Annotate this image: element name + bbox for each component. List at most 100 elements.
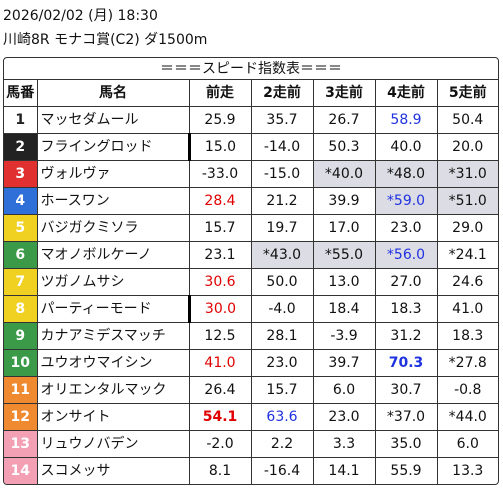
horse-name: パーティーモード (36, 295, 190, 324)
horse-name: リュウノバデン (36, 430, 190, 459)
speed-value: *59.0 (374, 187, 438, 216)
speed-value: 27.0 (374, 268, 438, 297)
table-row: 2 フライングロッド 15.0 -14.0 50.3 40.0 20.0 (4, 133, 498, 162)
table-row: 11 オリエンタルマック 26.4 15.7 6.0 30.7 -0.8 (4, 376, 498, 405)
speed-value: -4.0 (250, 295, 314, 324)
horse-number: 7 (4, 268, 38, 297)
horse-number: 1 (4, 106, 38, 135)
table-row: 6 マオノボルケーノ 23.1 *43.0 *55.0 *56.0 *24.1 (4, 241, 498, 270)
speed-value: 40.0 (374, 133, 438, 162)
speed-value: -14.0 (250, 133, 314, 162)
speed-table: 馬番 馬名 前走 2走前 3走前 4走前 5走前 1 マッセダムール 25.9 35.… (4, 80, 498, 484)
speed-value: 41.0 (436, 295, 498, 324)
horse-name: カナアミデスマッチ (36, 322, 190, 351)
col-header-2ago: 2走前 (250, 80, 314, 108)
speed-value: -3.9 (312, 322, 376, 351)
horse-name: マッセダムール (36, 106, 190, 135)
speed-value: *27.8 (436, 349, 498, 378)
speed-value: 28.4 (188, 187, 252, 216)
speed-value: 63.6 (250, 403, 314, 432)
speed-value: 24.6 (436, 268, 498, 297)
horse-number: 4 (4, 187, 38, 216)
horse-number: 14 (4, 457, 38, 484)
speed-value: 58.9 (374, 106, 438, 135)
speed-value: 18.3 (374, 295, 438, 324)
horse-number: 12 (4, 403, 38, 432)
horse-number: 9 (4, 322, 38, 351)
speed-value: 39.7 (312, 349, 376, 378)
horse-number: 2 (4, 133, 38, 162)
speed-value: *31.0 (436, 160, 498, 189)
speed-value: 35.0 (374, 430, 438, 459)
horse-number: 10 (4, 349, 38, 378)
speed-value: 6.0 (312, 376, 376, 405)
horse-number: 11 (4, 376, 38, 405)
table-row: 3 ヴォルヴァ -33.0 -15.0 *40.0 *48.0 *31.0 (4, 160, 498, 189)
speed-value: 39.9 (312, 187, 376, 216)
speed-value: 26.4 (188, 376, 252, 405)
speed-value: 23.0 (250, 349, 314, 378)
horse-name: オンサイト (36, 403, 190, 432)
table-row: 10 ユウオウマイシン 41.0 23.0 39.7 70.3 *27.8 (4, 349, 498, 378)
speed-value: 14.1 (312, 457, 376, 484)
speed-value: 18.3 (436, 322, 498, 351)
speed-value: -15.0 (250, 160, 314, 189)
horse-name: オリエンタルマック (36, 376, 190, 405)
horse-name: ヴォルヴァ (36, 160, 190, 189)
horse-name: スコメッサ (36, 457, 190, 484)
speed-value: 29.0 (436, 214, 498, 243)
speed-value: 30.7 (374, 376, 438, 405)
speed-value: 50.0 (250, 268, 314, 297)
speed-value: 31.2 (374, 322, 438, 351)
speed-value: 21.2 (250, 187, 314, 216)
speed-value: 2.2 (250, 430, 314, 459)
horse-name: ユウオウマイシン (36, 349, 190, 378)
speed-value: -0.8 (436, 376, 498, 405)
horse-name: ホースワン (36, 187, 190, 216)
speed-value: 70.3 (374, 349, 438, 378)
speed-value: 28.1 (250, 322, 314, 351)
horse-number: 6 (4, 241, 38, 270)
speed-value: *44.0 (436, 403, 498, 432)
table-row: 14 スコメッサ 8.1 -16.4 14.1 55.9 13.3 (4, 457, 498, 484)
speed-value: *24.1 (436, 241, 498, 270)
speed-value: 13.0 (312, 268, 376, 297)
speed-value: 17.0 (312, 214, 376, 243)
table-row: 7 ツガノムサシ 30.6 50.0 13.0 27.0 24.6 (4, 268, 498, 297)
speed-value: -2.0 (188, 430, 252, 459)
horse-name: マオノボルケーノ (36, 241, 190, 270)
speed-value: 50.3 (312, 133, 376, 162)
table-row: 13 リュウノバデン -2.0 2.2 3.3 35.0 6.0 (4, 430, 498, 459)
speed-value: 25.9 (188, 106, 252, 135)
speed-value: 6.0 (436, 430, 498, 459)
col-header-last: 前走 (188, 80, 252, 108)
table-row: 5 バジガクミソラ 15.7 19.7 17.0 23.0 29.0 (4, 214, 498, 243)
speed-value: 19.7 (250, 214, 314, 243)
speed-index-table: ＝＝＝スピード指数表＝＝＝ 馬番 馬名 前走 2走前 3走前 4走前 5走前 1… (3, 57, 499, 485)
speed-value: 13.3 (436, 457, 498, 484)
speed-value: 26.7 (312, 106, 376, 135)
horse-number: 5 (4, 214, 38, 243)
speed-value: 3.3 (312, 430, 376, 459)
speed-value: 23.0 (312, 403, 376, 432)
speed-value: *43.0 (250, 241, 314, 270)
speed-value: 41.0 (188, 349, 252, 378)
race-datetime: 2026/02/02 (月) 18:30 (3, 8, 158, 24)
speed-value: -33.0 (188, 160, 252, 189)
table-row: 4 ホースワン 28.4 21.2 39.9 *59.0 *51.0 (4, 187, 498, 216)
speed-value: 30.6 (188, 268, 252, 297)
speed-value: 15.7 (188, 214, 252, 243)
speed-value: *48.0 (374, 160, 438, 189)
table-row: 12 オンサイト 54.1 63.6 23.0 *37.0 *44.0 (4, 403, 498, 432)
horse-name: バジガクミソラ (36, 214, 190, 243)
speed-value: 50.4 (436, 106, 498, 135)
speed-value: *56.0 (374, 241, 438, 270)
col-header-4ago: 4走前 (374, 80, 438, 108)
speed-value: 23.0 (374, 214, 438, 243)
speed-value: 35.7 (250, 106, 314, 135)
speed-value: *37.0 (374, 403, 438, 432)
col-header-name: 馬名 (36, 80, 190, 108)
horse-number: 8 (4, 295, 38, 324)
table-title: ＝＝＝スピード指数表＝＝＝ (4, 58, 498, 80)
speed-value: *40.0 (312, 160, 376, 189)
